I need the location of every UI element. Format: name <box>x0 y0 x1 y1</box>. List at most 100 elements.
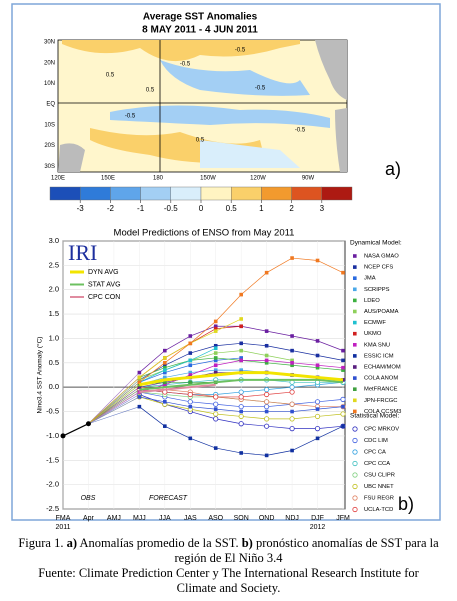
x-tick-label: MJJ <box>133 515 146 522</box>
connector <box>88 386 140 424</box>
series-line <box>62 423 89 437</box>
connector <box>88 384 140 424</box>
y-tick-label: 1.0 <box>49 333 59 342</box>
point <box>314 413 321 420</box>
legend-swatch <box>353 365 357 369</box>
point <box>85 421 91 427</box>
year-label: 2011 <box>55 524 70 531</box>
land <box>335 108 347 172</box>
point <box>290 358 294 363</box>
caption: Figura 1. a) Anomalías promedio de la SS… <box>12 536 445 596</box>
y-axis-label: Nino3.4 SST Anomaly (°C) <box>36 337 44 414</box>
point <box>213 343 218 348</box>
lat-label: 20S <box>44 143 55 149</box>
legend-swatch <box>353 409 357 414</box>
point <box>188 363 193 368</box>
point <box>314 399 321 405</box>
lat-label: 30S <box>44 164 55 170</box>
point <box>290 334 294 338</box>
chart-title: Model Predictions of ENSO from May 2011 <box>114 228 295 239</box>
point <box>60 433 66 439</box>
point <box>239 341 243 346</box>
legend-label: UBC NNET <box>364 484 394 490</box>
point <box>314 425 321 432</box>
lon-label: 180 <box>153 176 164 182</box>
y-tick-label: 0.5 <box>49 358 59 367</box>
point <box>239 317 243 321</box>
legend-label: ECHAM/MOM <box>364 365 401 371</box>
point <box>239 358 243 363</box>
point <box>264 399 270 405</box>
panel-label: a) <box>385 159 401 179</box>
legend-label: COLA ANOM <box>364 376 398 382</box>
point <box>264 409 269 414</box>
point <box>188 341 193 346</box>
lat-label: 30N <box>44 40 55 46</box>
legend-swatch <box>352 460 358 467</box>
colorbar-box <box>200 186 232 201</box>
point <box>163 400 167 404</box>
legend-label: CPC CA <box>364 450 386 456</box>
point <box>315 436 320 441</box>
caption-b-text: pronóstico anomalías de SST para la regi… <box>174 536 439 565</box>
point <box>163 382 167 387</box>
connector <box>88 394 140 424</box>
point <box>213 363 218 368</box>
obs-label: OBS <box>81 495 96 502</box>
point <box>213 407 218 411</box>
point <box>289 425 295 432</box>
connector <box>88 406 140 425</box>
legend-swatch <box>353 254 357 258</box>
legend-swatch <box>353 398 357 403</box>
y-tick-label: -1.5 <box>46 455 59 464</box>
point <box>290 363 294 368</box>
x-tick-label: JFM <box>336 515 350 522</box>
point <box>213 326 218 331</box>
point <box>264 453 269 458</box>
point <box>163 380 167 385</box>
contour-label: -0.5 <box>295 128 306 134</box>
connector <box>88 396 140 424</box>
point <box>341 365 345 370</box>
point <box>264 270 269 275</box>
cool-region <box>160 60 310 96</box>
y-tick-label: 3.0 <box>49 236 59 245</box>
colorbar-box <box>110 186 141 201</box>
point <box>213 356 218 360</box>
x-tick-label: SON <box>234 515 249 522</box>
colorbar-box <box>140 186 172 201</box>
point <box>289 401 295 407</box>
legend-label: JPN-FRCGC <box>364 398 398 404</box>
point <box>188 404 193 409</box>
map-subtitle: 8 MAY 2011 - 4 JUN 2011 <box>142 25 258 36</box>
legend-label: DYN AVG <box>88 269 119 276</box>
point <box>341 348 345 353</box>
lon-label: 120E <box>51 176 65 182</box>
point <box>289 416 295 422</box>
land <box>58 143 85 172</box>
colorbar-label: 0 <box>199 204 204 213</box>
sst-map <box>57 39 348 173</box>
point <box>290 256 294 260</box>
legend-label: ESSIC ICM <box>364 353 394 359</box>
point <box>239 356 243 360</box>
y-tick-label: -0.5 <box>46 407 59 416</box>
x-tick-label: NDJ <box>285 515 299 522</box>
point <box>239 324 243 329</box>
legend-label: KMA SNU <box>364 342 390 348</box>
series-line <box>139 383 216 394</box>
x-tick-label: Apr <box>83 515 95 522</box>
x-tick-label: JAS <box>184 515 197 522</box>
legend-swatch <box>352 449 358 455</box>
legend-swatch <box>353 354 357 358</box>
legend-swatch <box>353 376 357 380</box>
lat-label: EQ <box>46 102 55 108</box>
point <box>137 370 142 375</box>
point <box>315 258 320 263</box>
legend-swatch <box>353 265 357 269</box>
point <box>188 436 193 441</box>
point <box>290 448 294 453</box>
series-line <box>139 347 216 383</box>
point <box>289 384 295 390</box>
legend-label: CPC CCA <box>364 461 390 467</box>
